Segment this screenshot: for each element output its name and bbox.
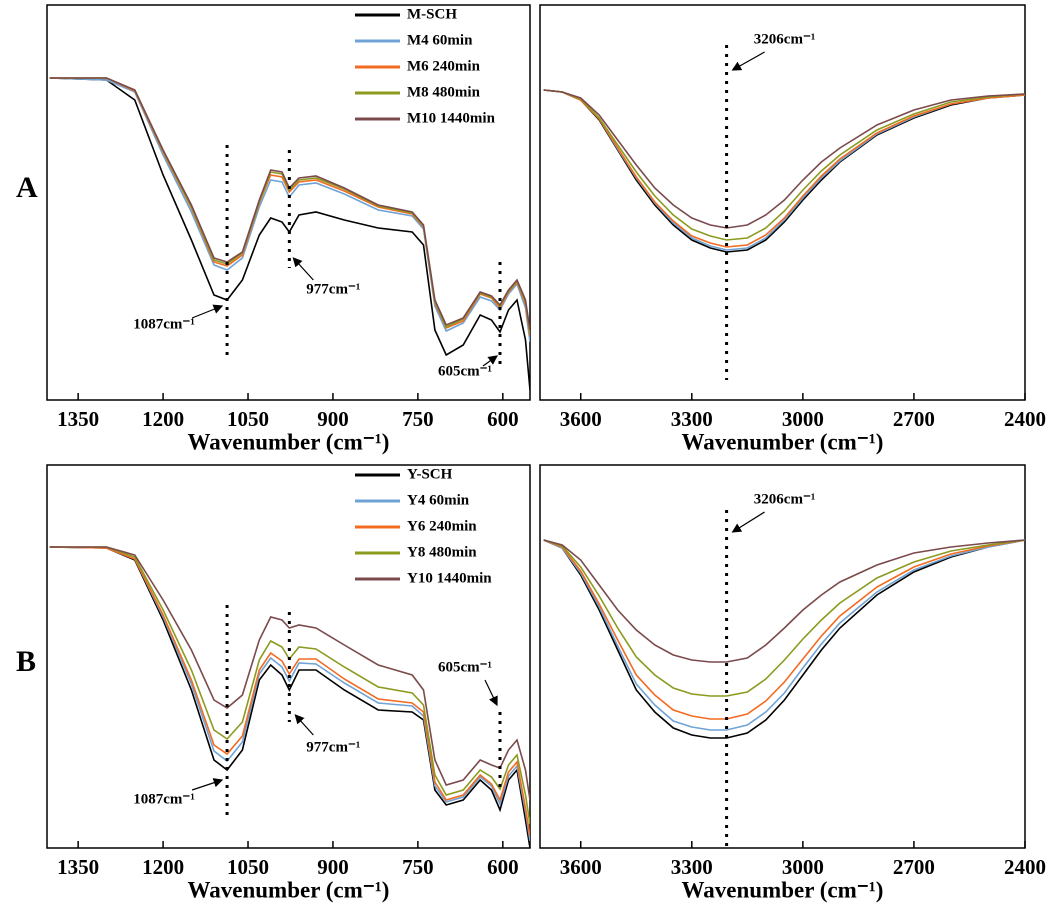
- spectrum-line: [543, 539, 1025, 663]
- x-tick-label: 600: [487, 855, 519, 879]
- annotation-label: 3206cm⁻¹: [754, 491, 816, 507]
- x-tick-label: 3000: [782, 407, 824, 431]
- plot-frame: [46, 4, 531, 401]
- x-tick-label: 2700: [893, 855, 935, 879]
- spectrum-line: [543, 89, 1025, 253]
- legend-label: Y6 240min: [407, 518, 477, 534]
- annotation-arrow: [731, 511, 765, 533]
- spectrum-line: [543, 539, 1025, 697]
- x-tick-label: 2700: [893, 407, 935, 431]
- x-tick-label: 1050: [227, 407, 269, 431]
- spectrum-line: [543, 539, 1025, 720]
- x-tick-label: 3600: [560, 407, 602, 431]
- x-tick-label: 600: [487, 407, 519, 431]
- x-tick-label: 3000: [782, 855, 824, 879]
- annotation-label: 977cm⁻¹: [306, 739, 360, 755]
- x-tick-label: 2400: [1004, 407, 1046, 431]
- spectrum-line: [543, 89, 1025, 248]
- spectrum-line: [49, 546, 530, 825]
- x-tick-label: 750: [402, 855, 434, 879]
- annotation-label: 977cm⁻¹: [306, 281, 360, 297]
- x-axis-label: Wavenumber (cm⁻¹): [682, 877, 884, 902]
- spectrum-line: [543, 539, 1025, 731]
- spectrum-line: [49, 77, 530, 331]
- legend-label: Y-SCH: [407, 466, 453, 482]
- panel-label: B: [16, 645, 36, 678]
- spectrum-line: [543, 89, 1025, 229]
- x-tick-label: 2400: [1004, 855, 1046, 879]
- legend-label: M8 480min: [407, 84, 481, 100]
- x-tick-label: 3300: [671, 407, 713, 431]
- legend-label: M4 60min: [407, 32, 473, 48]
- plot-frame: [46, 464, 531, 849]
- annotation-arrow: [482, 355, 498, 367]
- annotation-label: 605cm⁻¹: [438, 363, 492, 379]
- x-axis-label: Wavenumber (cm⁻¹): [188, 429, 390, 454]
- x-axis-label: Wavenumber (cm⁻¹): [682, 429, 884, 454]
- x-tick-label: 750: [402, 407, 434, 431]
- legend-label: M-SCH: [407, 6, 457, 22]
- spectrum-line: [49, 77, 530, 343]
- legend-label: Y4 60min: [407, 492, 470, 508]
- annotation-arrow: [191, 304, 224, 319]
- annotation-arrow: [731, 51, 765, 71]
- x-tick-label: 1050: [227, 855, 269, 879]
- x-tick-label: 3600: [560, 855, 602, 879]
- x-axis-label: Wavenumber (cm⁻¹): [188, 877, 390, 902]
- x-tick-label: 1350: [57, 407, 99, 431]
- annotation-arrow: [294, 714, 314, 736]
- spectrum-line: [49, 546, 530, 848]
- annotation-label: 605cm⁻¹: [438, 659, 492, 675]
- x-tick-label: 900: [317, 855, 349, 879]
- x-tick-label: 1200: [142, 855, 184, 879]
- x-tick-label: 1350: [57, 855, 99, 879]
- legend-label: M10 1440min: [407, 110, 496, 126]
- x-tick-label: 900: [317, 407, 349, 431]
- spectrum-line: [543, 539, 1025, 739]
- x-tick-label: 1200: [142, 407, 184, 431]
- plot-frame: [539, 4, 1026, 401]
- annotation-arrow: [292, 257, 314, 281]
- panel-label: A: [16, 171, 38, 204]
- annotation-arrow: [484, 679, 498, 707]
- annotation-label: 1087cm⁻¹: [133, 791, 195, 807]
- annotation-label: 3206cm⁻¹: [754, 31, 816, 47]
- legend-label: Y10 1440min: [407, 570, 492, 586]
- annotation-label: 1087cm⁻¹: [133, 316, 195, 332]
- legend-label: Y8 480min: [407, 544, 477, 560]
- spectrum-line: [543, 89, 1025, 241]
- spectrum-line: [543, 89, 1025, 251]
- spectrum-line: [49, 546, 530, 801]
- x-tick-label: 3300: [671, 855, 713, 879]
- spectrum-line: [49, 546, 530, 837]
- legend-label: M6 240min: [407, 58, 481, 74]
- annotation-arrow: [191, 778, 224, 791]
- plot-frame: [539, 464, 1026, 849]
- spectrum-line: [49, 77, 530, 391]
- spectrum-line: [49, 546, 530, 842]
